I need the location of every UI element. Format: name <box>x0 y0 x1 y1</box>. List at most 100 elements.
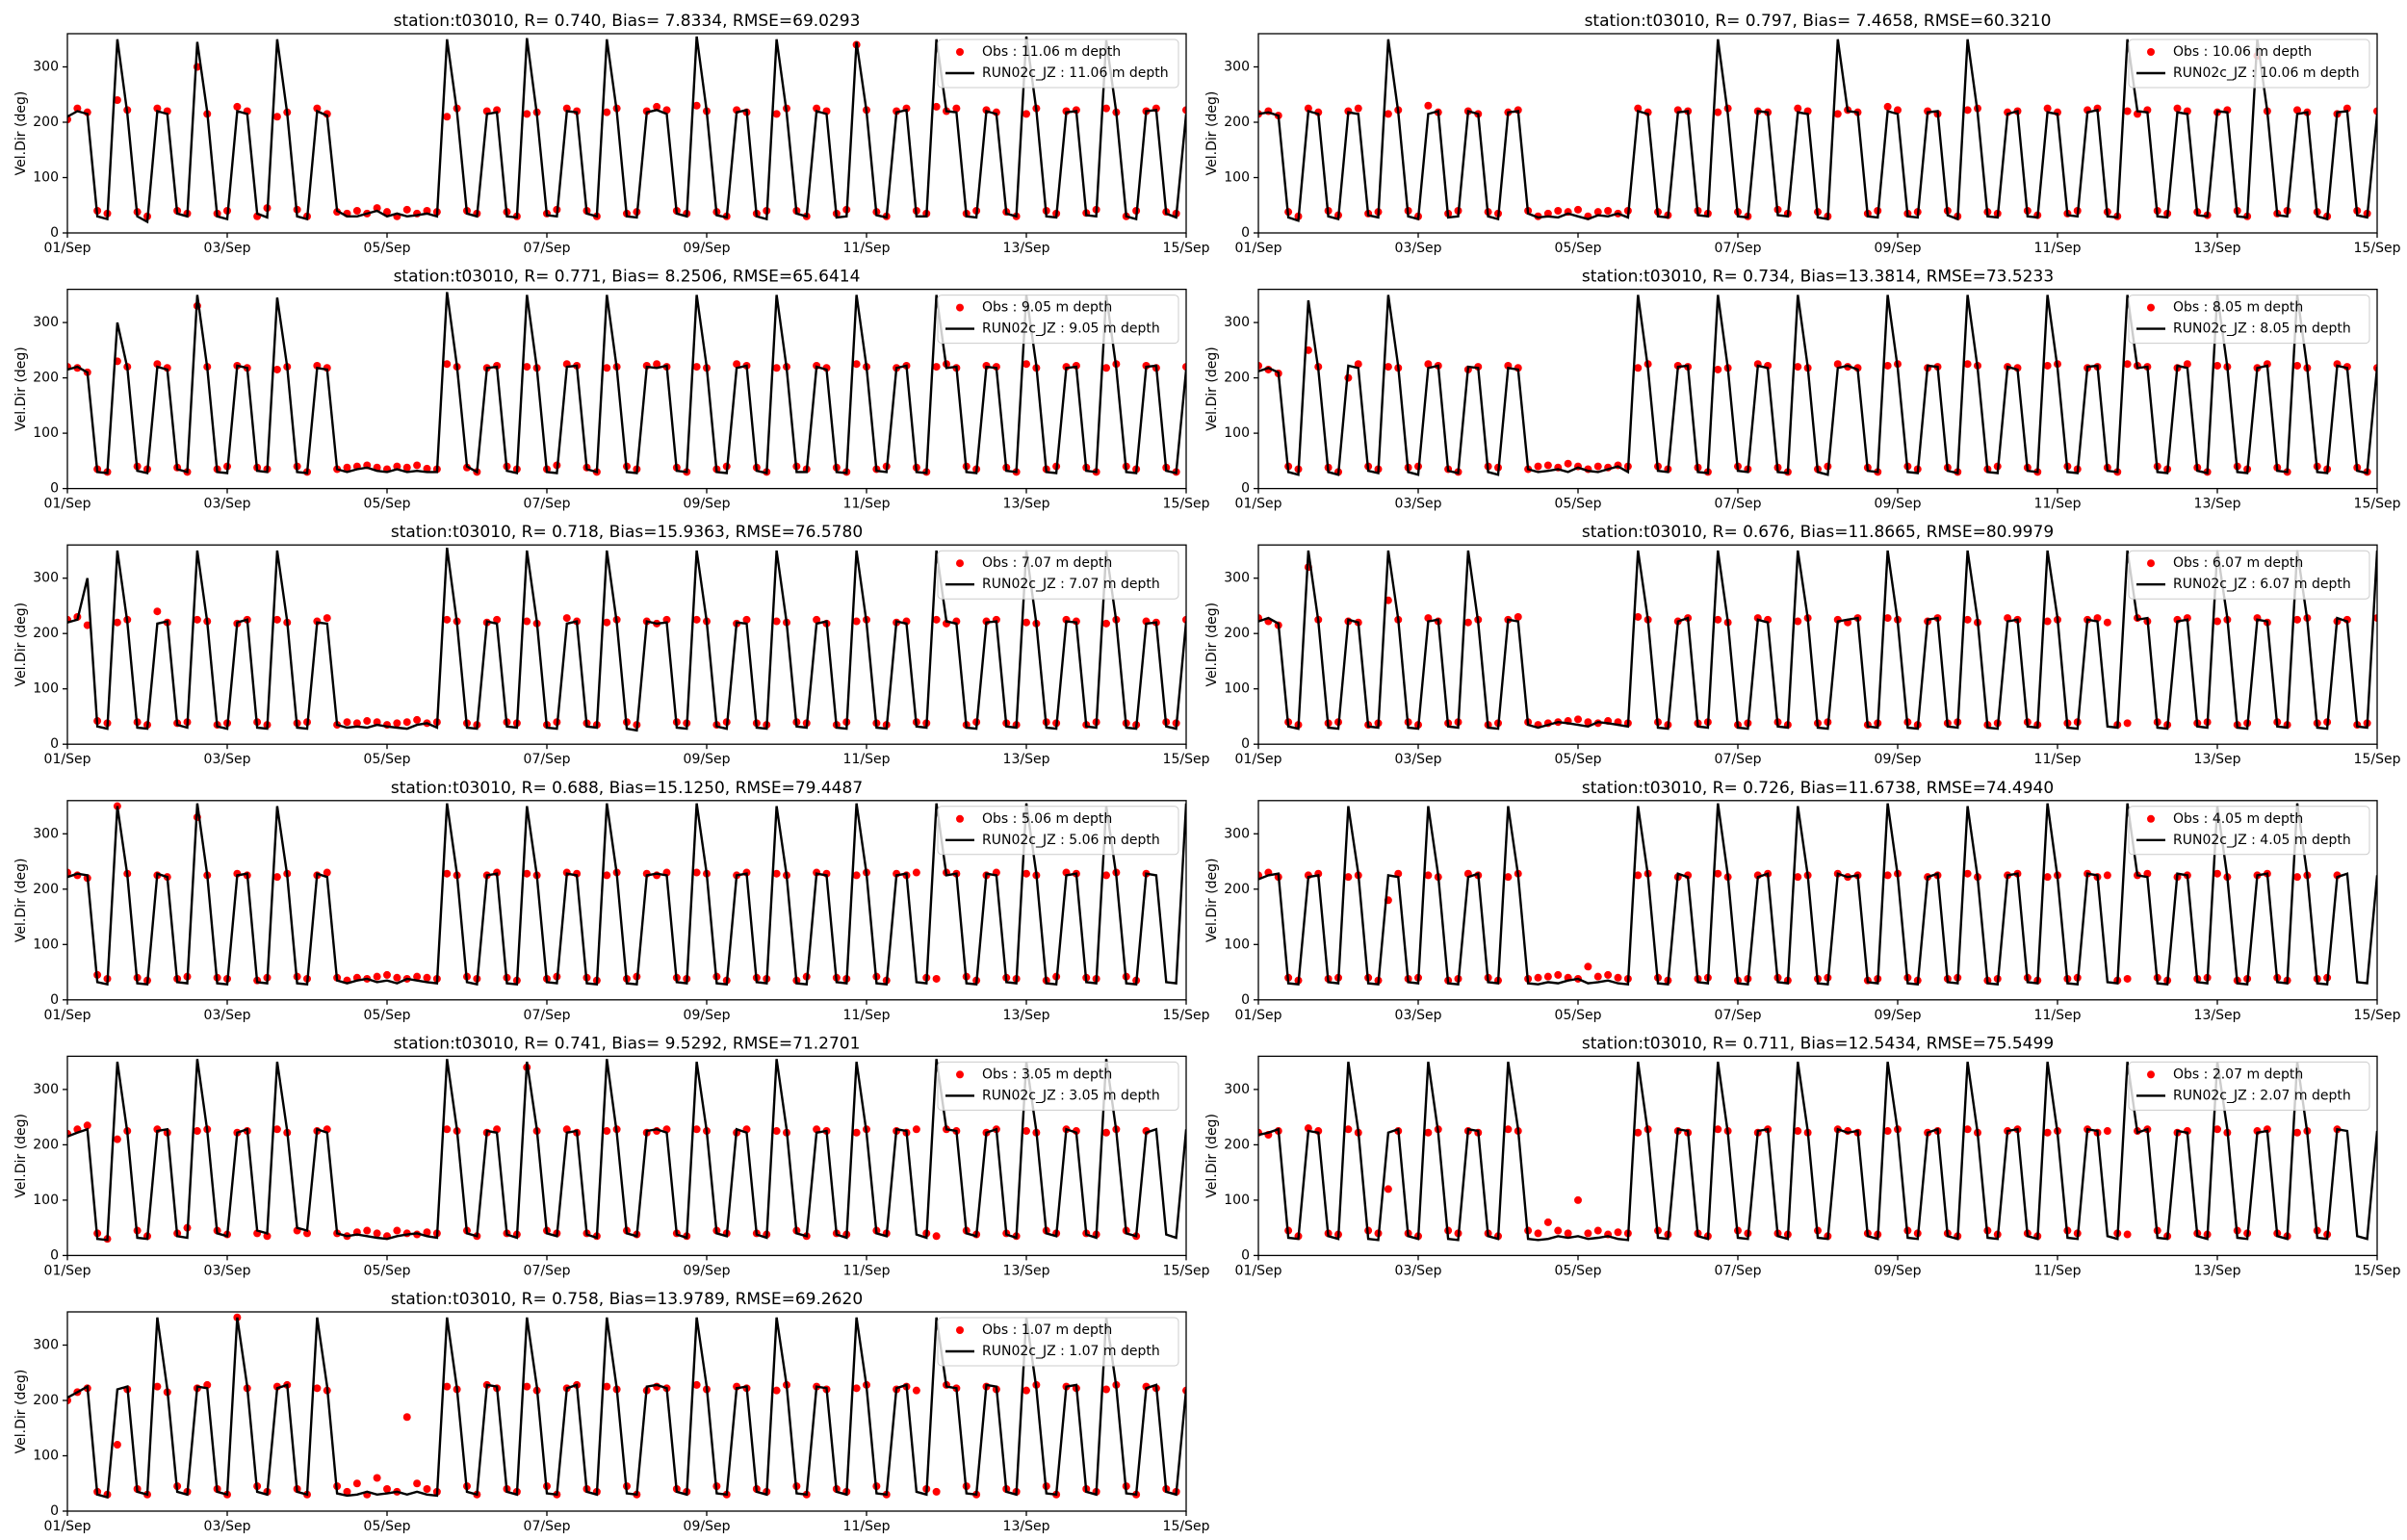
x-tick-label: 09/Sep <box>1875 241 1922 256</box>
obs-point <box>852 871 861 880</box>
legend: Obs : 5.06 m depth RUN02c_JZ : 5.06 m dep… <box>937 806 1179 856</box>
x-tick-label: 03/Sep <box>204 1519 251 1534</box>
x-tick-label: 03/Sep <box>204 752 251 767</box>
chart-title: station:t03010, R= 0.797, Bias= 7.4658, … <box>1585 12 2052 31</box>
x-tick-label: 09/Sep <box>684 752 731 767</box>
obs-point <box>1564 459 1572 468</box>
legend-box <box>2128 1061 2370 1111</box>
legend-marker <box>2147 48 2155 56</box>
legend-marker <box>956 48 964 56</box>
obs-point <box>2103 1127 2111 1136</box>
legend-label: RUN02c_JZ : 8.05 m depth <box>2173 321 2351 337</box>
y-axis-label: Vel.Dir (deg) <box>1204 603 1220 687</box>
obs-point <box>2123 719 2132 728</box>
obs-point <box>653 102 661 111</box>
y-axis-label: Vel.Dir (deg) <box>13 858 29 942</box>
obs-point <box>1022 869 1030 878</box>
legend-marker <box>956 1070 964 1079</box>
obs-point <box>1102 1385 1110 1394</box>
y-tick-label: 100 <box>1224 425 1250 441</box>
x-tick-label: 11/Sep <box>843 1519 891 1534</box>
y-tick-label: 300 <box>1224 1082 1250 1097</box>
obs-point <box>1714 615 1722 624</box>
x-tick-label: 07/Sep <box>524 241 571 256</box>
axes-frame <box>66 33 1187 234</box>
obs-point <box>523 363 531 372</box>
x-tick-label: 01/Sep <box>1235 241 1282 256</box>
y-tick-label: 100 <box>1224 681 1250 697</box>
plot-area <box>67 1059 1186 1244</box>
obs-point <box>1424 101 1433 110</box>
axes-frame <box>66 1055 1187 1257</box>
obs-point <box>852 1128 861 1137</box>
legend-label: RUN02c_JZ : 9.05 m depth <box>982 321 1160 337</box>
x-tick-label: 03/Sep <box>1395 241 1442 256</box>
obs-point <box>772 869 781 878</box>
obs-point <box>1963 615 1972 624</box>
model-line <box>1258 295 2377 476</box>
obs-point <box>1564 1229 1572 1238</box>
x-tick-label: 01/Sep <box>44 497 91 512</box>
legend-box <box>2128 295 2370 345</box>
obs-point <box>1543 972 1552 981</box>
obs-point <box>352 207 361 215</box>
legend-label: RUN02c_JZ : 11.06 m depth <box>982 65 1169 81</box>
obs-point <box>523 1382 531 1391</box>
y-tick-label: 300 <box>33 826 59 841</box>
x-tick-label: 03/Sep <box>1395 1008 1442 1023</box>
obs-point <box>402 718 411 727</box>
chart-title: station:t03010, R= 0.711, Bias=12.5434, … <box>1582 1034 2054 1053</box>
obs-point <box>1514 612 1522 621</box>
x-tick-label: 03/Sep <box>204 497 251 512</box>
legend-label: Obs : 6.07 m depth <box>2173 555 2303 571</box>
obs-point <box>373 204 381 213</box>
legend-marker <box>2147 1070 2155 1079</box>
x-tick-label: 13/Sep <box>2194 497 2241 512</box>
legend: Obs : 6.07 m depth RUN02c_JZ : 6.07 m dep… <box>2128 550 2370 600</box>
y-tick-label: 0 <box>50 736 59 752</box>
obs-point <box>67 116 71 124</box>
y-tick-label: 300 <box>1224 571 1250 586</box>
legend-box <box>2128 38 2370 89</box>
obs-point <box>153 607 162 616</box>
model-line <box>67 1317 1186 1500</box>
obs-point <box>1634 1128 1643 1137</box>
legend-marker <box>2147 814 2155 823</box>
obs-point <box>772 110 781 118</box>
obs-point <box>523 110 531 118</box>
y-tick-label: 100 <box>33 170 59 186</box>
obs-point <box>383 1485 391 1493</box>
obs-point <box>2123 107 2132 116</box>
x-tick-label: 13/Sep <box>1003 241 1050 256</box>
legend-label: Obs : 1.07 m depth <box>982 1322 1112 1338</box>
legend-box <box>2128 806 2370 856</box>
obs-point <box>1883 102 1892 111</box>
obs-point <box>1102 364 1110 372</box>
y-tick-label: 300 <box>1224 826 1250 841</box>
legend-label: Obs : 4.05 m depth <box>2173 811 2303 827</box>
obs-point <box>603 1127 611 1136</box>
legend: Obs : 7.07 m depth RUN02c_JZ : 7.07 m dep… <box>937 550 1179 600</box>
obs-point <box>402 463 411 472</box>
obs-point <box>1258 361 1262 370</box>
obs-point <box>363 717 372 726</box>
obs-point <box>1534 462 1542 471</box>
obs-point <box>1883 361 1892 370</box>
obs-point <box>2123 974 2132 983</box>
plot-area <box>67 547 1186 732</box>
obs-point <box>603 871 611 880</box>
obs-point <box>373 718 381 727</box>
plot-area <box>67 36 1186 224</box>
legend-label: Obs : 5.06 m depth <box>982 811 1112 827</box>
axes-frame <box>66 288 1187 490</box>
y-axis-label: Vel.Dir (deg) <box>1204 858 1220 942</box>
y-axis-label: Vel.Dir (deg) <box>13 1114 29 1198</box>
x-tick-label: 11/Sep <box>843 752 891 767</box>
obs-point <box>113 1135 121 1143</box>
x-tick-label: 15/Sep <box>2354 1008 2401 1023</box>
x-tick-label: 11/Sep <box>2034 1263 2082 1278</box>
y-tick-label: 200 <box>33 626 59 641</box>
obs-point <box>1102 104 1110 113</box>
model-line <box>1258 803 2377 987</box>
obs-point <box>603 1382 611 1391</box>
